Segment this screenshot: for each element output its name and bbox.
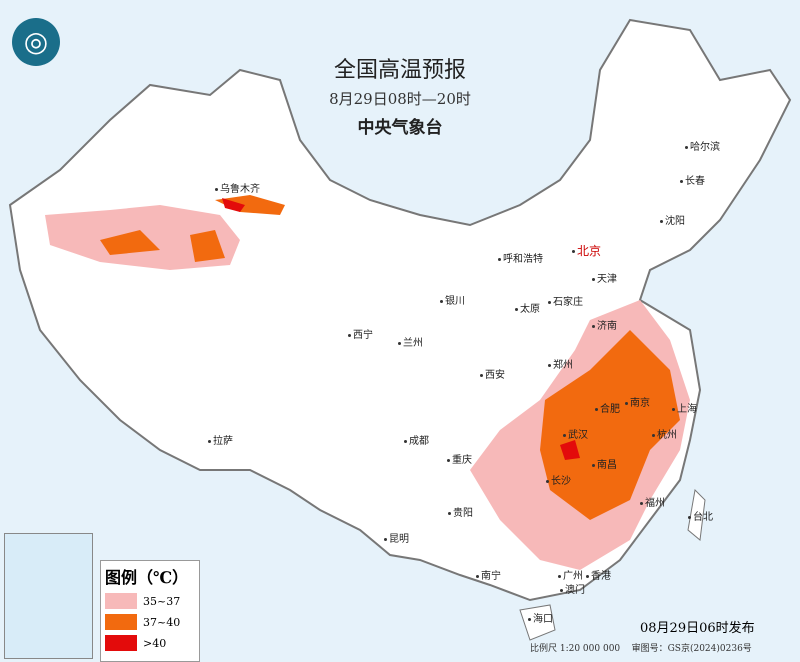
city-label: 长沙 [546, 472, 571, 487]
city-label: 沈阳 [660, 212, 685, 227]
legend-title: 图例（℃） [105, 568, 189, 587]
heat-37-40-east [540, 330, 680, 520]
city-label: 北京 [572, 242, 601, 259]
map-subtitle: 8月29日08时—20时 [329, 90, 471, 108]
legend-label: 35~37 [143, 594, 181, 608]
city-label: 乌鲁木齐 [215, 180, 260, 195]
south-china-sea-inset [4, 533, 93, 659]
city-label: 郑州 [548, 356, 573, 371]
city-label: 济南 [592, 317, 617, 332]
city-label: 武汉 [563, 426, 588, 441]
city-label: 天津 [592, 270, 617, 285]
legend-swatch [105, 635, 137, 651]
publish-time: 08月29日06时发布 [640, 621, 755, 636]
legend-label: >40 [143, 636, 167, 650]
legend-swatch [105, 614, 137, 630]
heat-37-40-xinjiang [100, 230, 225, 262]
city-label: 杭州 [652, 426, 677, 441]
legend-item: 35~37 [105, 593, 195, 609]
heat-40-urumqi [222, 198, 245, 212]
scale: 比例尺 1:20 000 000 [530, 644, 621, 654]
heat-40-east [560, 440, 580, 460]
city-label: 台北 [688, 508, 713, 523]
city-label: 西安 [480, 366, 505, 381]
city-label: 银川 [440, 292, 465, 307]
city-label: 昆明 [384, 530, 409, 545]
city-label: 南宁 [476, 567, 501, 582]
approval-number: 审图号：GS京(2024)0236号 [631, 644, 752, 654]
city-label: 合肥 [595, 400, 620, 415]
heat-37-40-urumqi [215, 195, 285, 215]
city-label: 石家庄 [548, 293, 583, 308]
city-label: 澳门 [560, 581, 585, 596]
city-label: 上海 [672, 400, 697, 415]
city-label: 哈尔滨 [685, 138, 720, 153]
scale-note: 比例尺 1:20 000 000 审图号：GS京(2024)0236号 [530, 641, 752, 654]
city-label: 南京 [625, 394, 650, 409]
cma-logo: ◎ [12, 18, 60, 66]
city-label: 兰州 [398, 334, 423, 349]
legend-swatch [105, 593, 137, 609]
city-label: 长春 [680, 172, 705, 187]
city-label: 重庆 [447, 451, 472, 466]
agency-name: 中央气象台 [357, 118, 443, 138]
city-label: 太原 [515, 300, 540, 315]
city-label: 香港 [586, 567, 611, 582]
city-label: 呼和浩特 [498, 250, 543, 265]
legend-item: 37~40 [105, 614, 195, 630]
city-label: 广州 [558, 567, 583, 582]
city-label: 成都 [404, 432, 429, 447]
city-label: 海口 [528, 610, 553, 625]
map-title: 全国高温预报 [333, 58, 466, 83]
legend-item: >40 [105, 635, 195, 651]
legend: 图例（℃） 35~37 37~40 >40 [100, 560, 200, 662]
city-label: 拉萨 [208, 432, 233, 447]
city-label: 福州 [640, 494, 665, 509]
city-label: 贵阳 [448, 504, 473, 519]
city-label: 西宁 [348, 326, 373, 341]
legend-label: 37~40 [143, 615, 181, 629]
city-label: 南昌 [592, 456, 617, 471]
